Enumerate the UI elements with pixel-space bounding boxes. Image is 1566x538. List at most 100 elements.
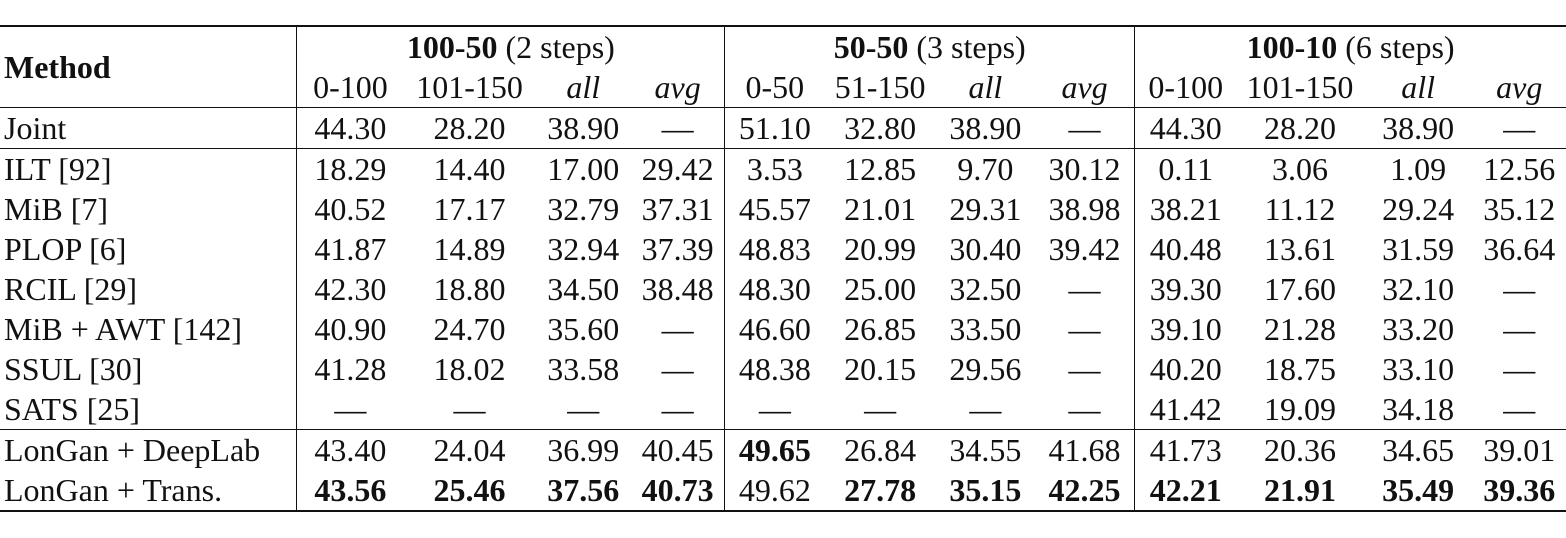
table-cell: 48.83 (724, 229, 825, 269)
table-cell: — (1068, 311, 1101, 347)
table-cell: 39.42 (1048, 231, 1121, 267)
table-cell: 41.68 (1034, 429, 1135, 470)
table-cell: 33.20 (1382, 311, 1455, 347)
subheader: all (1401, 69, 1436, 105)
sub-header-row: 0-100 101-150 all avg 0-50 51-150 all av… (0, 67, 1566, 108)
table-cell: — (453, 391, 486, 427)
table-row: Joint 44.30 28.20 38.90—51.10 32.80 38.90—44.… (0, 107, 1566, 149)
table-cell: 25.46 (403, 470, 536, 512)
table-cell: 17.60 (1264, 271, 1336, 307)
table-cell: 27.78 (824, 470, 936, 512)
table-cell: 37.31 (641, 191, 714, 227)
table-cell: 36.99 (535, 429, 631, 470)
table-cell: 1.09 (1363, 148, 1473, 189)
method-name: SATS [25] (4, 391, 141, 427)
method-name: SSUL [30] (4, 351, 143, 387)
table-cell: 44.30 (296, 107, 404, 149)
table-cell: 25.00 (844, 271, 917, 307)
table-row: MiB + AWT [142] 40.90 24.70 35.60 — 46.60 26.8… (0, 309, 1566, 349)
table-cell: 29.31 (949, 191, 1022, 227)
table-cell: 24.70 (433, 311, 506, 347)
table-cell: 18.02 (433, 351, 506, 387)
table-cell: 32.80 (824, 107, 936, 149)
table-cell: 32.50 (949, 271, 1022, 307)
table-cell: 24.04 (403, 429, 536, 470)
method-name: PLOP [6] (4, 231, 127, 267)
table-cell: 43.56 (296, 470, 404, 512)
table-cell: 21.01 (844, 191, 917, 227)
table-row: SATS [25] — — — — — — — — 41.42 19.09 34.18 — (0, 389, 1566, 430)
table-cell: 28.20 (403, 107, 536, 149)
table-cell: — (630, 107, 725, 149)
table-cell: 40.45 (630, 429, 725, 470)
table-cell: 51.10 (724, 107, 825, 149)
table-cell: 9.70 (935, 148, 1035, 189)
table-cell: — (864, 391, 897, 427)
table-cell: 11.12 (1264, 191, 1336, 227)
table-cell: — (1034, 107, 1135, 149)
table-cell: 38.90 (1363, 107, 1473, 149)
table-cell: 17.00 (535, 148, 631, 189)
subheader: 51-150 (834, 69, 926, 105)
method-name: LonGan + Trans. (0, 470, 297, 512)
table-cell: 34.18 (1382, 391, 1455, 427)
table-cell: — (1068, 391, 1101, 427)
method-name: Joint (0, 107, 297, 149)
table-cell: 48.38 (724, 349, 825, 389)
table-cell: — (296, 389, 404, 430)
subheader: all (566, 69, 601, 105)
table-cell: 33.58 (547, 351, 620, 387)
subheader: all (968, 69, 1003, 105)
table-row: LonGan + DeepLab 43.40 24.04 36.99 40.45 49.6… (0, 429, 1566, 470)
table-cell: 34.55 (935, 429, 1035, 470)
table-row: LonGan + Trans. 43.56 25.46 37.56 40.73 49.62… (0, 470, 1566, 512)
subheader: 0-50 (724, 67, 825, 108)
table-cell: 20.36 (1236, 429, 1364, 470)
table-cell: — (1068, 271, 1101, 307)
table-cell: 44.30 (1134, 107, 1237, 149)
table-cell: 38.48 (641, 271, 714, 307)
table-cell: 3.53 (724, 148, 825, 189)
method-name: LonGan + DeepLab (0, 429, 297, 470)
table-row: MiB [7] 40.52 17.17 32.79 37.31 45.57 21.01 29.… (0, 189, 1566, 229)
table-cell: 21.28 (1264, 311, 1336, 347)
table-cell: 13.61 (1264, 231, 1336, 267)
table-cell: 40.20 (1134, 349, 1237, 389)
table-cell: 38.98 (1048, 191, 1121, 227)
table-cell: — (1068, 351, 1101, 387)
table-cell: 41.87 (296, 229, 404, 269)
table-cell: — (567, 391, 600, 427)
table-cell: — (1503, 311, 1536, 347)
method-header: Method (0, 25, 297, 108)
group-header-50-50: 50-50 (3 steps) (724, 25, 1135, 67)
results-table: Method 100-50 (2 steps) 50-50 (3 steps) … (0, 25, 1566, 512)
table-cell: 46.60 (724, 309, 825, 349)
table-cell: — (1503, 351, 1536, 387)
table-cell: 29.42 (630, 148, 725, 189)
table-cell: 12.85 (824, 148, 936, 189)
table-cell: 26.84 (824, 429, 936, 470)
table-cell: 41.28 (296, 349, 404, 389)
table-cell: 14.40 (403, 148, 536, 189)
table-row: PLOP [6] 41.87 14.89 32.94 37.39 48.83 20.99 30… (0, 229, 1566, 269)
table-cell: 37.56 (535, 470, 631, 512)
subheader: 101-150 (416, 69, 523, 105)
table-cell: 26.85 (844, 311, 917, 347)
table-cell: 33.10 (1382, 351, 1455, 387)
table-cell: 32.79 (547, 191, 620, 227)
group-header-100-10: 100-10 (6 steps) (1134, 25, 1566, 67)
table-cell: 21.91 (1236, 470, 1364, 512)
table-cell: 14.89 (433, 231, 506, 267)
table-cell: 17.17 (433, 191, 506, 227)
table-cell: 20.15 (844, 351, 917, 387)
table-cell: 40.73 (630, 470, 725, 512)
table-cell: 34.65 (1363, 429, 1473, 470)
table-cell: 42.30 (296, 269, 404, 309)
table-cell: 32.10 (1382, 271, 1455, 307)
table-cell: 42.21 (1134, 470, 1237, 512)
table-row: SSUL [30] 41.28 18.02 33.58 — 48.38 20.15 29.56… (0, 349, 1566, 389)
table-cell: 40.90 (296, 309, 404, 349)
subheader: avg (1061, 69, 1108, 105)
table-cell: 38.90 (935, 107, 1035, 149)
table-cell: 35.49 (1363, 470, 1473, 512)
